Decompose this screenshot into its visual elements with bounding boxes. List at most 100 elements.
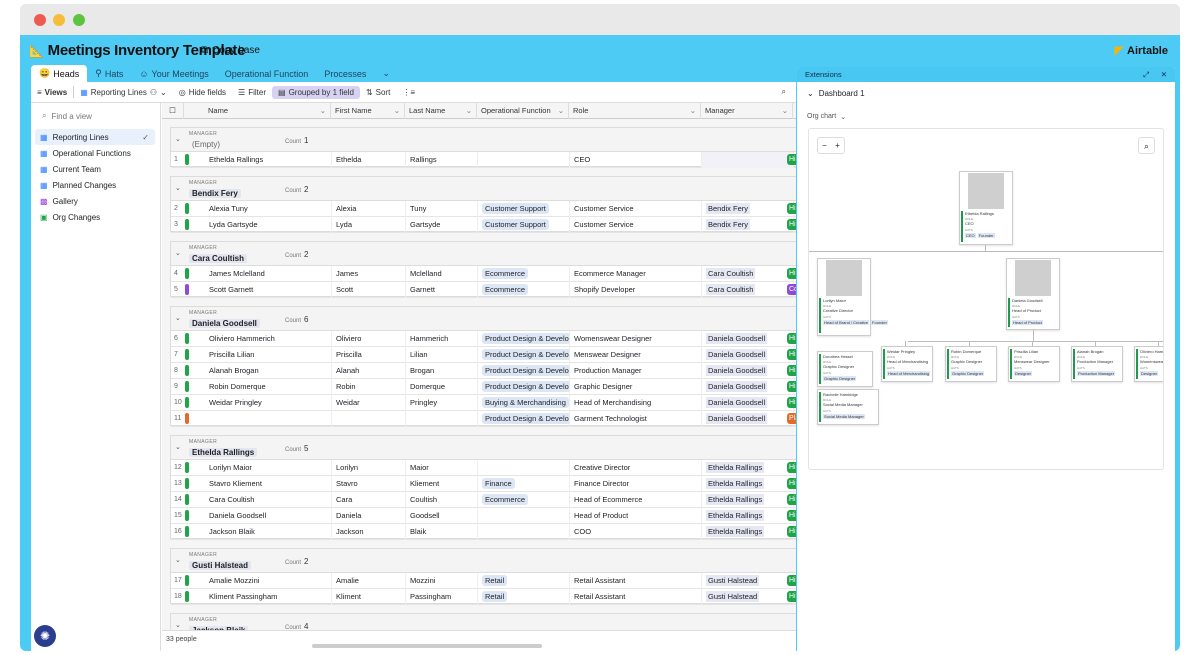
table-row[interactable]: 7 Priscilla Lilian Priscilla Lilian Product … [171, 347, 796, 363]
role-cell[interactable]: Head of Ecommerce [570, 492, 702, 508]
minimize-window-button[interactable] [53, 14, 65, 26]
role-cell[interactable]: Womenswear Designer [570, 331, 702, 347]
name-cell[interactable]: Cara Coultish [205, 492, 332, 508]
views-button[interactable]: ≡ Views [31, 86, 73, 99]
manager-cell[interactable]: Ethelda Rallings [702, 508, 794, 524]
name-cell[interactable]: James Mclelland [205, 266, 332, 282]
table-row[interactable]: 15 Daniela Goodsell Daniela Goodsell Head of… [171, 508, 796, 524]
first-name-cell[interactable]: Lyda [332, 217, 406, 233]
manager-cell[interactable]: Gusti Halstead [702, 589, 794, 605]
role-cell[interactable]: Production Manager [570, 363, 702, 379]
manager-cell[interactable]: Daniela Goodsell [702, 379, 794, 395]
name-cell[interactable]: Oliviero Hammerich [205, 331, 332, 347]
last-name-cell[interactable]: Garnett [406, 282, 478, 298]
name-cell[interactable]: Kliment Passingham [205, 589, 332, 605]
manager-cell[interactable]: Daniela Goodsell [702, 395, 794, 411]
org-card-priscilla[interactable]: Priscilla Lilian ROLE Menswear Designer HAT… [1008, 346, 1060, 382]
group-header[interactable]: ⌄ MANAGER (Empty) Count 1 [171, 128, 796, 152]
name-cell[interactable]: Weidar Pringley [205, 395, 332, 411]
manager-cell[interactable]: Daniela Goodsell [702, 347, 794, 363]
role-cell[interactable]: Garment Technologist [570, 411, 702, 427]
function-cell[interactable]: Product Design & Development [478, 347, 570, 363]
last-name-cell[interactable] [406, 411, 478, 427]
table-row[interactable]: 16 Jackson Blaik Jackson Blaik COO Ethelda Ra… [171, 524, 796, 540]
first-name-cell[interactable]: Cara [332, 492, 406, 508]
role-cell[interactable]: Ecommerce Manager [570, 266, 702, 282]
first-name-cell[interactable]: Ethelda [332, 152, 406, 168]
role-cell[interactable]: CEO [570, 152, 702, 168]
zoom-out-button[interactable]: − [822, 141, 827, 150]
tab-heads[interactable]: 😀 Heads [31, 65, 88, 82]
manager-cell[interactable] [702, 152, 794, 168]
sort-button[interactable]: ⇅ Sort [360, 86, 396, 99]
role-cell[interactable]: Menswear Designer [570, 347, 702, 363]
first-name-cell[interactable]: Jackson [332, 524, 406, 540]
first-name-cell[interactable]: Priscilla [332, 347, 406, 363]
horizontal-scrollbar[interactable] [312, 644, 542, 648]
group-header[interactable]: ⌄ MANAGER Gusti Halstead Count 2 [171, 549, 796, 573]
role-cell[interactable]: Graphic Designer [570, 379, 702, 395]
column-header-role[interactable]: Role ⌄ [569, 103, 701, 119]
first-name-cell[interactable]: Oliviero [332, 331, 406, 347]
table-row[interactable]: 6 Oliviero Hammerich Oliviero Hammerich Prod… [171, 331, 796, 347]
close-icon[interactable]: ✕ [1160, 70, 1167, 79]
first-name-cell[interactable]: Stavro [332, 476, 406, 492]
first-name-cell[interactable]: Robin [332, 379, 406, 395]
table-row[interactable]: 12 Lorilyn Maior Lorilyn Maior Creative Dire… [171, 460, 796, 476]
table-row[interactable]: 3 Lyda Gartsyde Lyda Gartsyde Customer Suppo… [171, 217, 796, 233]
function-cell[interactable]: Customer Support [478, 217, 570, 233]
name-cell[interactable]: Jackson Blaik [205, 524, 332, 540]
name-cell[interactable]: Priscilla Lilian [205, 347, 332, 363]
column-header-operational-function[interactable]: Operational Function ⌄ [477, 103, 569, 119]
last-name-cell[interactable]: Tuny [406, 201, 478, 217]
airtable-logo[interactable]: ◤ Airtable [1115, 44, 1168, 58]
filter-button[interactable]: ☰ Filter [232, 86, 272, 99]
sidebar-item-operational-functions[interactable]: ▦ Operational Functions [35, 145, 155, 161]
tab-hats[interactable]: ⚲ Hats [87, 65, 131, 82]
org-card-ceo[interactable]: Ethelda Rallings ROLE CEO HATS CEO Founder [959, 171, 1013, 245]
last-name-cell[interactable]: Maior [406, 460, 478, 476]
first-name-cell[interactable]: Lorilyn [332, 460, 406, 476]
last-name-cell[interactable]: Pringley [406, 395, 478, 411]
manager-cell[interactable]: Ethelda Rallings [702, 492, 794, 508]
first-name-cell[interactable]: Alexia [332, 201, 406, 217]
table-row[interactable]: 14 Cara Coultish Cara Coultish Ecommerce Head… [171, 492, 796, 508]
role-cell[interactable]: COO [570, 524, 702, 540]
chevron-down-icon[interactable]: ⌄ [175, 136, 181, 143]
last-name-cell[interactable]: Gartsyde [406, 217, 478, 233]
base-title[interactable]: 📐 Meetings Inventory Template [29, 42, 245, 59]
manager-cell[interactable]: Ethelda Rallings [702, 460, 794, 476]
chevron-down-icon[interactable]: ⌄ [175, 622, 181, 629]
chevron-down-icon[interactable]: ⌄ [175, 250, 181, 257]
first-name-cell[interactable]: Kliment [332, 589, 406, 605]
tab-operational-function[interactable]: Operational Function [217, 65, 317, 82]
function-cell[interactable]: Retail [478, 589, 570, 605]
first-name-cell[interactable]: Amalie [332, 573, 406, 589]
name-cell[interactable]: Amalie Mozzini [205, 573, 332, 589]
expand-icon[interactable]: ⤢ [1143, 70, 1149, 79]
org-search-button[interactable]: ⌕ [1138, 137, 1155, 154]
search-button[interactable]: ⌕ [776, 85, 792, 99]
last-name-cell[interactable]: Brogan [406, 363, 478, 379]
table-row[interactable]: 13 Stavro Kliement Stavro Kliement Finance Fi… [171, 476, 796, 492]
name-cell[interactable]: Stavro Kliement [205, 476, 332, 492]
group-header[interactable]: ⌄ MANAGER Ethelda Rallings Count 5 [171, 436, 796, 460]
last-name-cell[interactable]: Coultish [406, 492, 478, 508]
function-cell[interactable]: Retail [478, 573, 570, 589]
manager-cell[interactable]: Daniela Goodsell [702, 411, 794, 427]
function-cell[interactable]: Ecommerce [478, 266, 570, 282]
table-row[interactable]: 8 Alanah Brogan Alanah Brogan Product Design… [171, 363, 796, 379]
function-cell[interactable] [478, 460, 570, 476]
first-name-cell[interactable]: James [332, 266, 406, 282]
name-cell[interactable]: Ethelda Rallings [205, 152, 332, 168]
manager-cell[interactable]: Gusti Halstead [702, 573, 794, 589]
function-cell[interactable]: Product Design & Development [478, 363, 570, 379]
org-card-alanah[interactable]: Alanah Brogan ROLE Production Manager HATS P… [1071, 346, 1123, 382]
role-cell[interactable]: Head of Merchandising [570, 395, 702, 411]
column-header-name[interactable]: Name ⌄ [204, 103, 331, 119]
role-cell[interactable]: Creative Director [570, 460, 702, 476]
last-name-cell[interactable]: Kliement [406, 476, 478, 492]
copy-base-button[interactable]: ⧉ Copy base [201, 45, 260, 56]
org-chart-menu[interactable]: Org chart ⌄ [807, 113, 846, 121]
